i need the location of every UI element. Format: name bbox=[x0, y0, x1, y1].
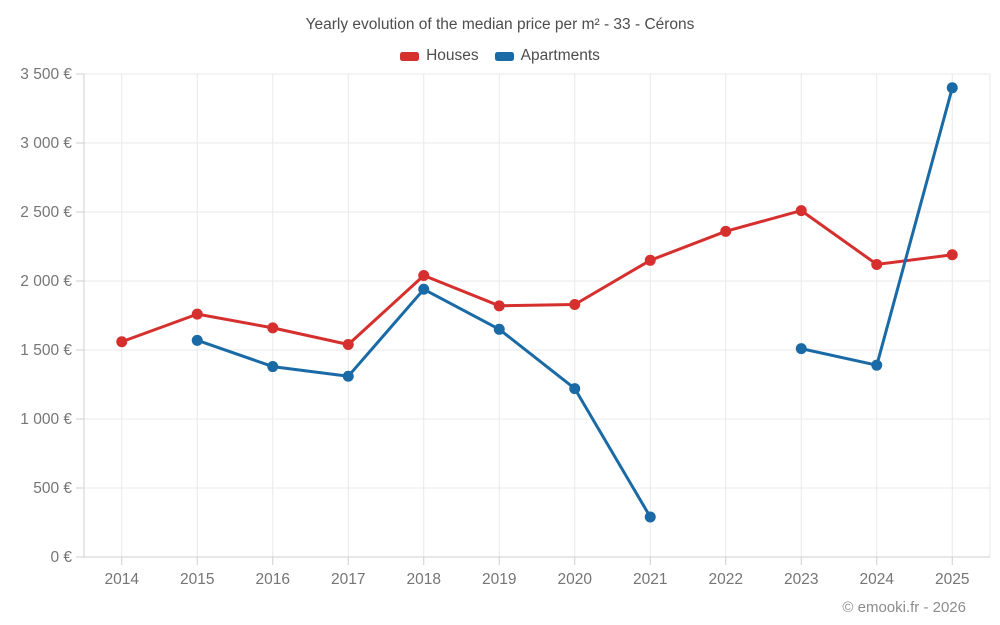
legend-item-houses[interactable]: Houses bbox=[400, 47, 479, 65]
data-point-houses-2024[interactable] bbox=[871, 258, 883, 270]
data-point-houses-2025[interactable] bbox=[946, 249, 958, 261]
data-point-apartments-2018[interactable] bbox=[418, 283, 430, 295]
x-axis-tick-label: 2024 bbox=[860, 571, 895, 588]
x-axis-tick-label: 2023 bbox=[784, 571, 818, 588]
houses-series-swatch-icon bbox=[400, 51, 420, 61]
x-axis-tick-label: 2019 bbox=[482, 571, 516, 588]
y-axis-tick-label: 2 500 € bbox=[20, 204, 72, 221]
x-axis-tick-label: 2025 bbox=[935, 571, 969, 588]
data-point-apartments-2023[interactable] bbox=[795, 343, 807, 355]
legend-label-houses: Houses bbox=[426, 47, 479, 64]
data-point-houses-2019[interactable] bbox=[493, 300, 505, 312]
data-point-houses-2023[interactable] bbox=[795, 205, 807, 217]
x-axis-tick-label: 2022 bbox=[709, 571, 743, 588]
x-axis-tick-label: 2015 bbox=[180, 571, 214, 588]
series-line-houses bbox=[120, 209, 954, 346]
y-axis-tick-label: 500 € bbox=[33, 480, 72, 497]
data-point-apartments-2019[interactable] bbox=[493, 323, 505, 335]
data-point-apartments-2025[interactable] bbox=[946, 82, 958, 94]
y-axis-tick-label: 1 000 € bbox=[20, 411, 72, 428]
chart-legend: Houses Apartments bbox=[0, 47, 1000, 65]
y-axis-tick-label: 2 000 € bbox=[20, 273, 72, 290]
data-point-apartments-2020[interactable] bbox=[569, 383, 581, 395]
data-point-houses-2015[interactable] bbox=[191, 308, 203, 320]
data-point-houses-2022[interactable] bbox=[720, 225, 732, 237]
data-point-houses-2020[interactable] bbox=[569, 298, 581, 310]
legend-item-apartments[interactable]: Apartments bbox=[494, 47, 600, 65]
x-axis-tick-label: 2020 bbox=[558, 571, 593, 588]
data-point-apartments-2017[interactable] bbox=[342, 370, 354, 382]
data-point-apartments-2024[interactable] bbox=[871, 359, 883, 371]
x-axis-tick-label: 2016 bbox=[256, 571, 290, 588]
x-axis-tick-label: 2014 bbox=[105, 571, 140, 588]
y-axis-tick-label: 0 € bbox=[50, 549, 72, 566]
y-axis-tick-label: 1 500 € bbox=[20, 342, 72, 359]
apartments-series-swatch-icon bbox=[494, 51, 514, 61]
data-point-houses-2014[interactable] bbox=[116, 336, 128, 348]
data-point-apartments-2016[interactable] bbox=[267, 361, 279, 373]
copyright-footer: © emooki.fr - 2026 bbox=[842, 599, 966, 616]
data-point-apartments-2021[interactable] bbox=[644, 511, 656, 523]
data-point-houses-2017[interactable] bbox=[342, 338, 354, 350]
data-point-apartments-2015[interactable] bbox=[191, 334, 203, 346]
x-axis-tick-label: 2018 bbox=[407, 571, 441, 588]
data-point-houses-2016[interactable] bbox=[267, 322, 279, 334]
y-axis-tick-label: 3 500 € bbox=[20, 66, 72, 83]
y-axis-tick-label: 3 000 € bbox=[20, 135, 72, 152]
x-axis-tick-label: 2021 bbox=[633, 571, 667, 588]
data-point-houses-2021[interactable] bbox=[644, 254, 656, 266]
legend-label-apartments: Apartments bbox=[520, 47, 600, 64]
data-point-houses-2018[interactable] bbox=[418, 269, 430, 281]
x-axis-tick-label: 2017 bbox=[331, 571, 365, 588]
chart-title: Yearly evolution of the median price per… bbox=[305, 16, 695, 33]
